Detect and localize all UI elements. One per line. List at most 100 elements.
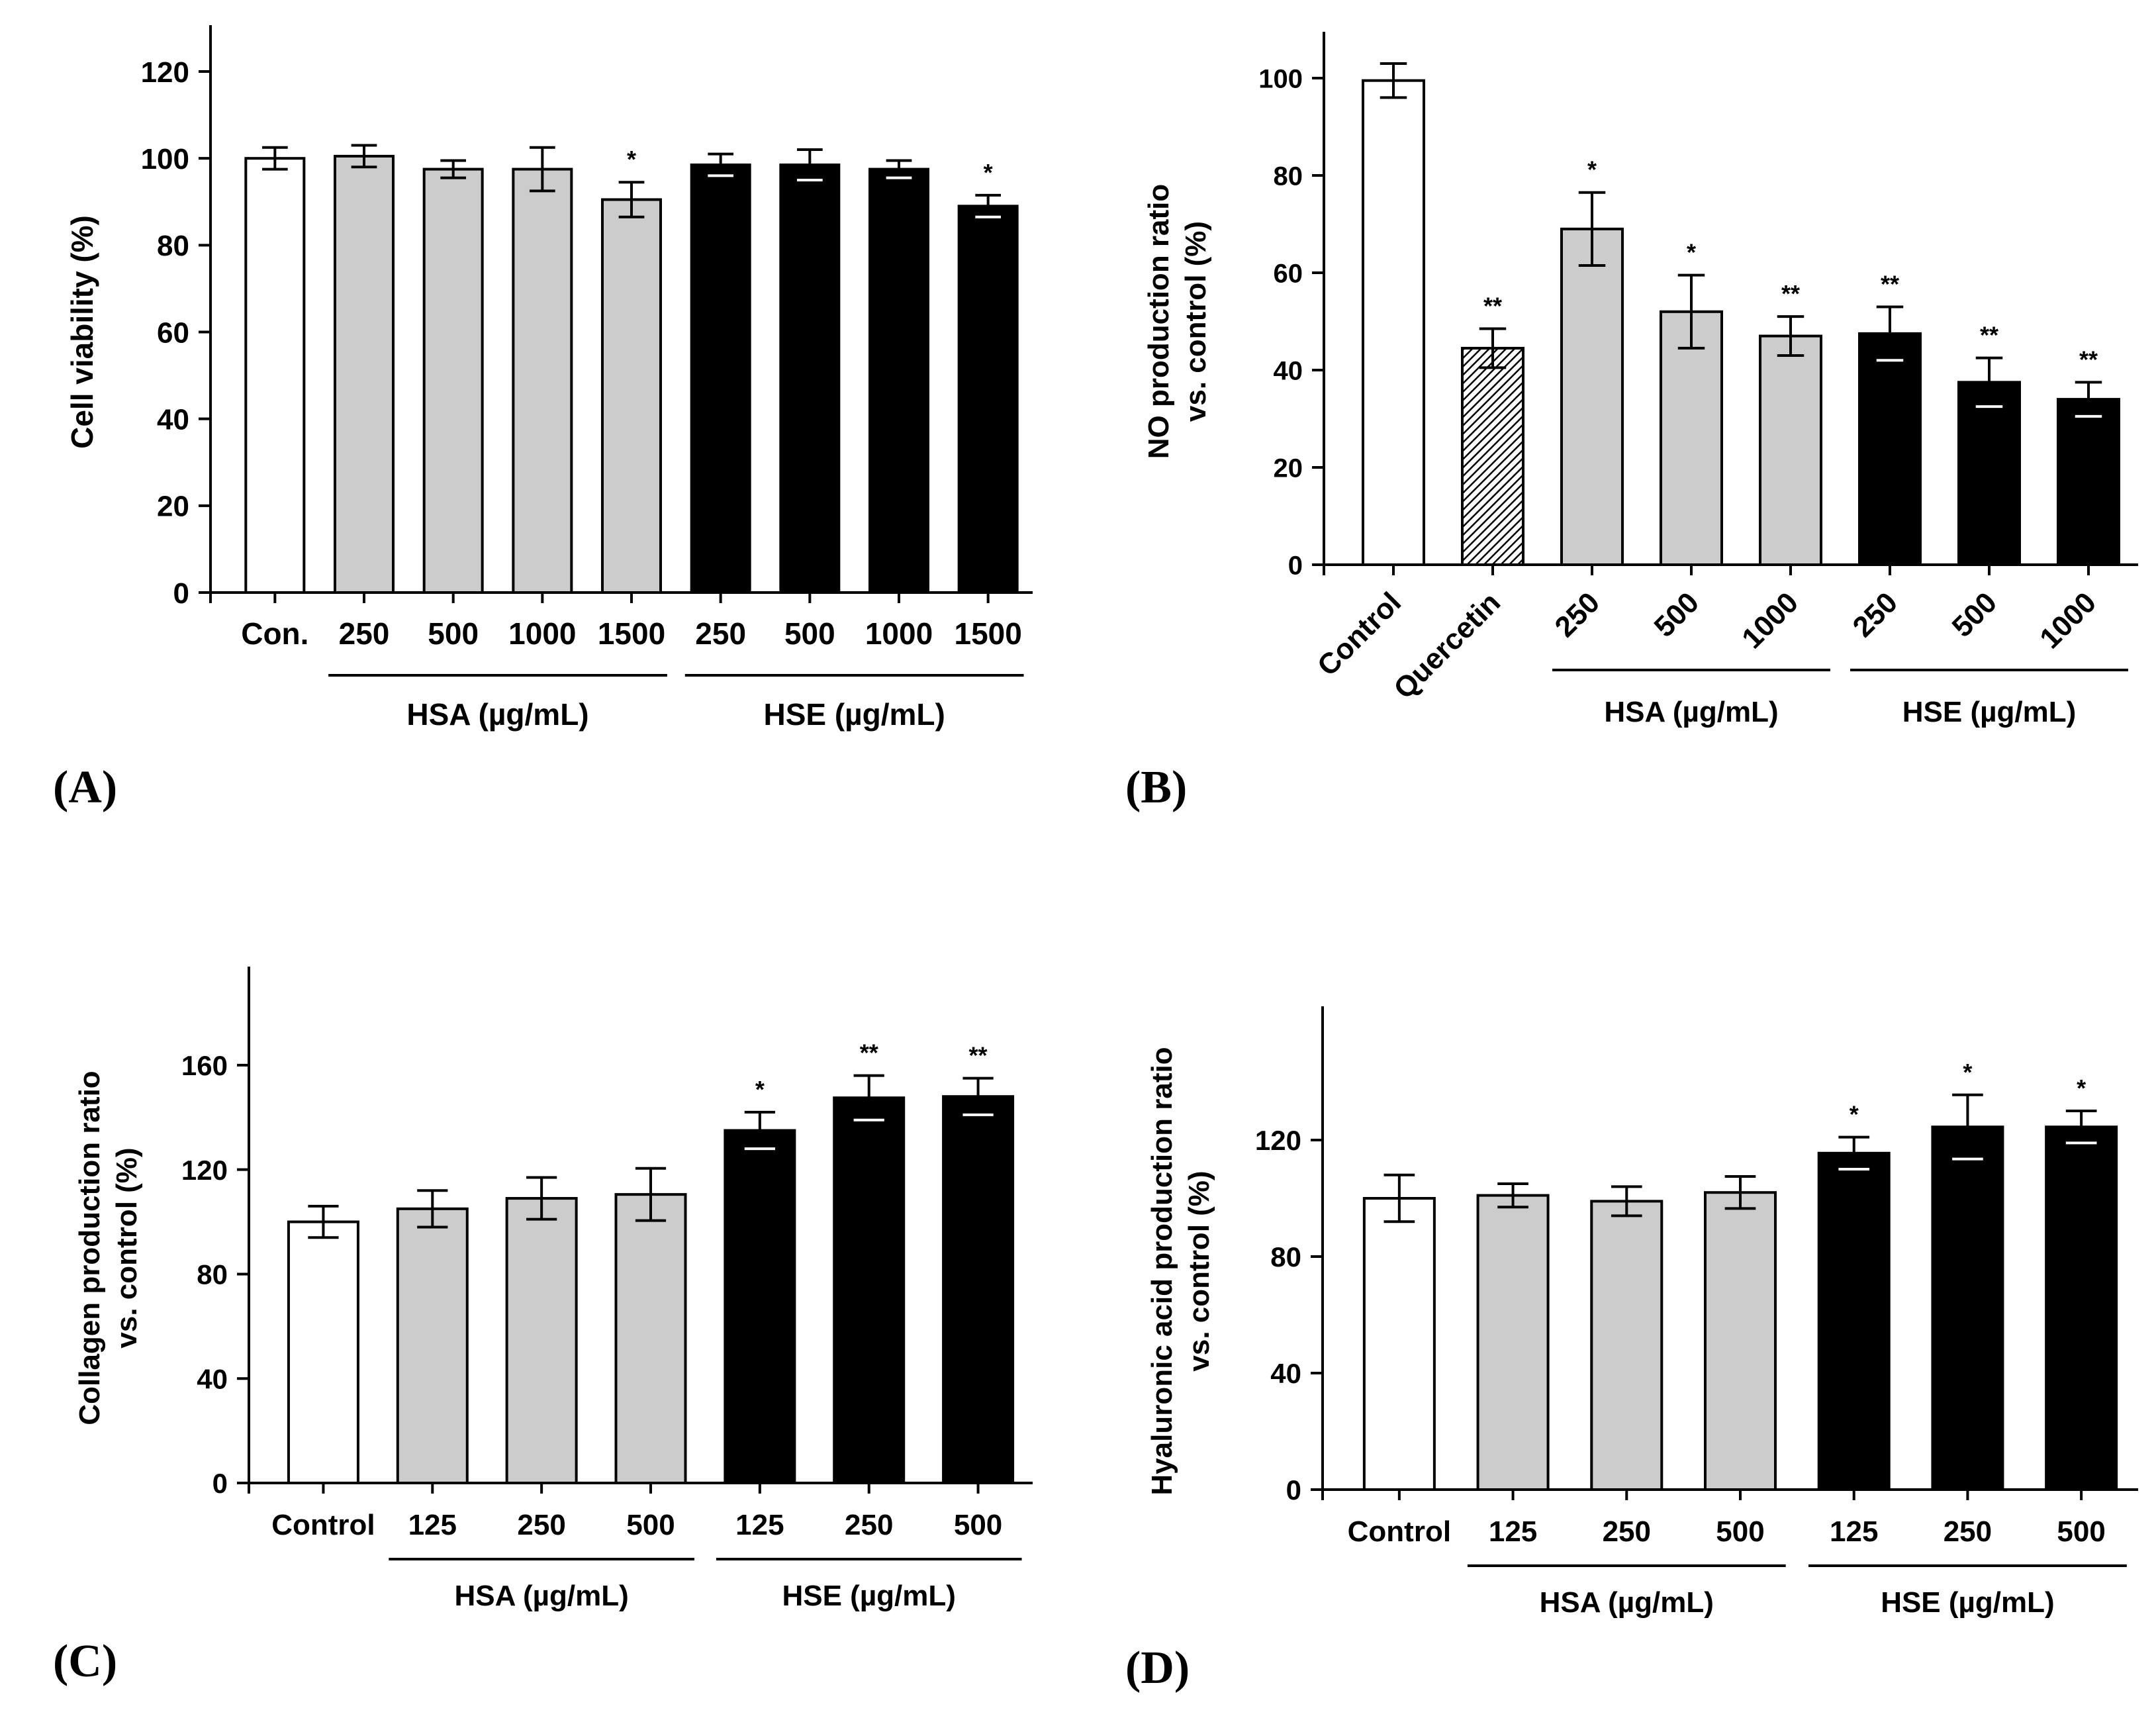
bar [1817, 1151, 1891, 1492]
group-label: HSE (µg/mL) [763, 697, 945, 732]
significance-marker: * [627, 146, 636, 173]
bar [614, 1193, 687, 1485]
y-tick-label: 0 [1288, 551, 1303, 580]
x-tick-label: 125 [408, 1509, 457, 1541]
y-tick-label: 60 [157, 316, 189, 349]
y-axis-label: vs. control (%) [111, 1147, 143, 1348]
group-label: HSE (µg/mL) [1881, 1586, 2054, 1619]
significance-marker: ** [1781, 280, 1800, 307]
bar [505, 1197, 578, 1484]
panel-label-d: (D) [1125, 1643, 1190, 1694]
group-label: HSA (µg/mL) [1604, 696, 1778, 728]
group-label: HSA (µg/mL) [1540, 1586, 1714, 1619]
bar [601, 198, 662, 594]
y-tick-label: 0 [1286, 1474, 1301, 1505]
x-tick-label: 250 [845, 1509, 893, 1541]
x-tick-label: 250 [339, 616, 390, 651]
x-tick-label: 250 [1603, 1515, 1651, 1548]
chart-panel-3: 0 40 80 120 160 Collagen production ratio vs. … [73, 967, 1033, 1612]
bar [1660, 310, 1723, 566]
significance-marker: ** [1483, 293, 1502, 320]
significance-marker: ** [2079, 346, 2098, 373]
y-tick-label: 100 [1258, 64, 1303, 93]
bar [833, 1096, 906, 1484]
x-tick-label: 250 [1549, 586, 1607, 644]
x-tick-label: 500 [954, 1509, 1002, 1541]
y-axis-label: NO production ratio [1143, 184, 1175, 459]
bar [1362, 79, 1425, 567]
y-tick-label: 60 [1274, 259, 1303, 288]
y-tick-label: 20 [157, 491, 189, 523]
y-tick-label: 120 [141, 56, 189, 89]
y-tick-label: 120 [181, 1155, 228, 1186]
x-tick-label: Control [1311, 586, 1407, 682]
y-tick-label: 80 [1270, 1241, 1301, 1272]
bar [1590, 1200, 1664, 1492]
bar [690, 164, 751, 595]
bar [2045, 1125, 2118, 1491]
x-tick-label: 500 [2057, 1515, 2105, 1548]
significance-marker: * [1587, 156, 1597, 183]
bar [779, 164, 841, 595]
y-tick-label: 80 [157, 230, 189, 262]
bar [1858, 332, 1922, 566]
x-tick-label: 500 [1716, 1515, 1764, 1548]
y-tick-label: 40 [197, 1363, 228, 1394]
x-tick-label: 125 [735, 1509, 784, 1541]
y-tick-label: 160 [181, 1050, 228, 1081]
x-tick-label: Quercetin [1387, 586, 1507, 705]
group-label: HSA (µg/mL) [406, 697, 588, 732]
bar [512, 167, 573, 594]
bar [287, 1220, 359, 1484]
significance-marker: ** [969, 1042, 988, 1069]
y-axis-label: Cell viability (%) [65, 215, 99, 449]
group-label: HSE (µg/mL) [782, 1580, 955, 1612]
significance-marker: ** [1980, 322, 1998, 349]
y-axis-label: Hyaluronic acid production ratio [1146, 1047, 1178, 1495]
x-tick-label: 500 [428, 616, 479, 651]
bar [1957, 381, 2021, 566]
y-tick-label: 0 [173, 577, 189, 610]
x-tick-label: 250 [695, 616, 746, 651]
group-label: HSE (µg/mL) [1902, 696, 2076, 728]
significance-marker: * [984, 159, 993, 186]
bar [868, 167, 929, 594]
panel-label-c: (C) [53, 1636, 118, 1687]
chart-panel-1: 0 20 40 60 80 100 120 Cell viability (%) Con. 250… [65, 25, 1033, 732]
y-tick-label: 40 [157, 404, 189, 436]
x-tick-label: 250 [1944, 1515, 1992, 1548]
y-tick-label: 20 [1274, 454, 1303, 483]
x-tick-label: 125 [1830, 1515, 1878, 1548]
bar [724, 1129, 796, 1484]
panel-label-a: (A) [53, 762, 118, 813]
x-tick-label: 1500 [954, 616, 1021, 651]
y-tick-label: 40 [1270, 1358, 1301, 1389]
x-tick-label: 1000 [1736, 586, 1804, 655]
significance-marker: * [1687, 239, 1696, 266]
group-label: HSA (µg/mL) [455, 1580, 629, 1612]
significance-marker: ** [860, 1039, 878, 1067]
y-axis-label: vs. control (%) [1180, 221, 1212, 422]
y-tick-label: 40 [1274, 356, 1303, 385]
x-tick-label: 250 [517, 1509, 565, 1541]
y-tick-label: 120 [1255, 1125, 1301, 1156]
chart-panel-2: 0 20 40 60 80 100 NO production ratio vs. contr… [1143, 32, 2138, 728]
bar [334, 154, 395, 594]
bar [1461, 346, 1524, 566]
significance-marker: ** [1881, 270, 1899, 297]
y-tick-label: 0 [212, 1468, 228, 1499]
bar [1476, 1194, 1550, 1491]
x-tick-label: 500 [1648, 586, 1706, 644]
x-tick-label: 1000 [508, 616, 576, 651]
y-tick-label: 80 [1274, 162, 1303, 191]
x-tick-label: 500 [1946, 586, 2004, 644]
significance-marker: * [1963, 1059, 1972, 1086]
bar [422, 167, 484, 594]
y-tick-label: 100 [141, 143, 189, 175]
bar [1704, 1191, 1777, 1491]
y-tick-label: 80 [197, 1259, 228, 1290]
panel-label-b: (B) [1125, 762, 1188, 813]
x-tick-label: Con. [241, 616, 308, 651]
